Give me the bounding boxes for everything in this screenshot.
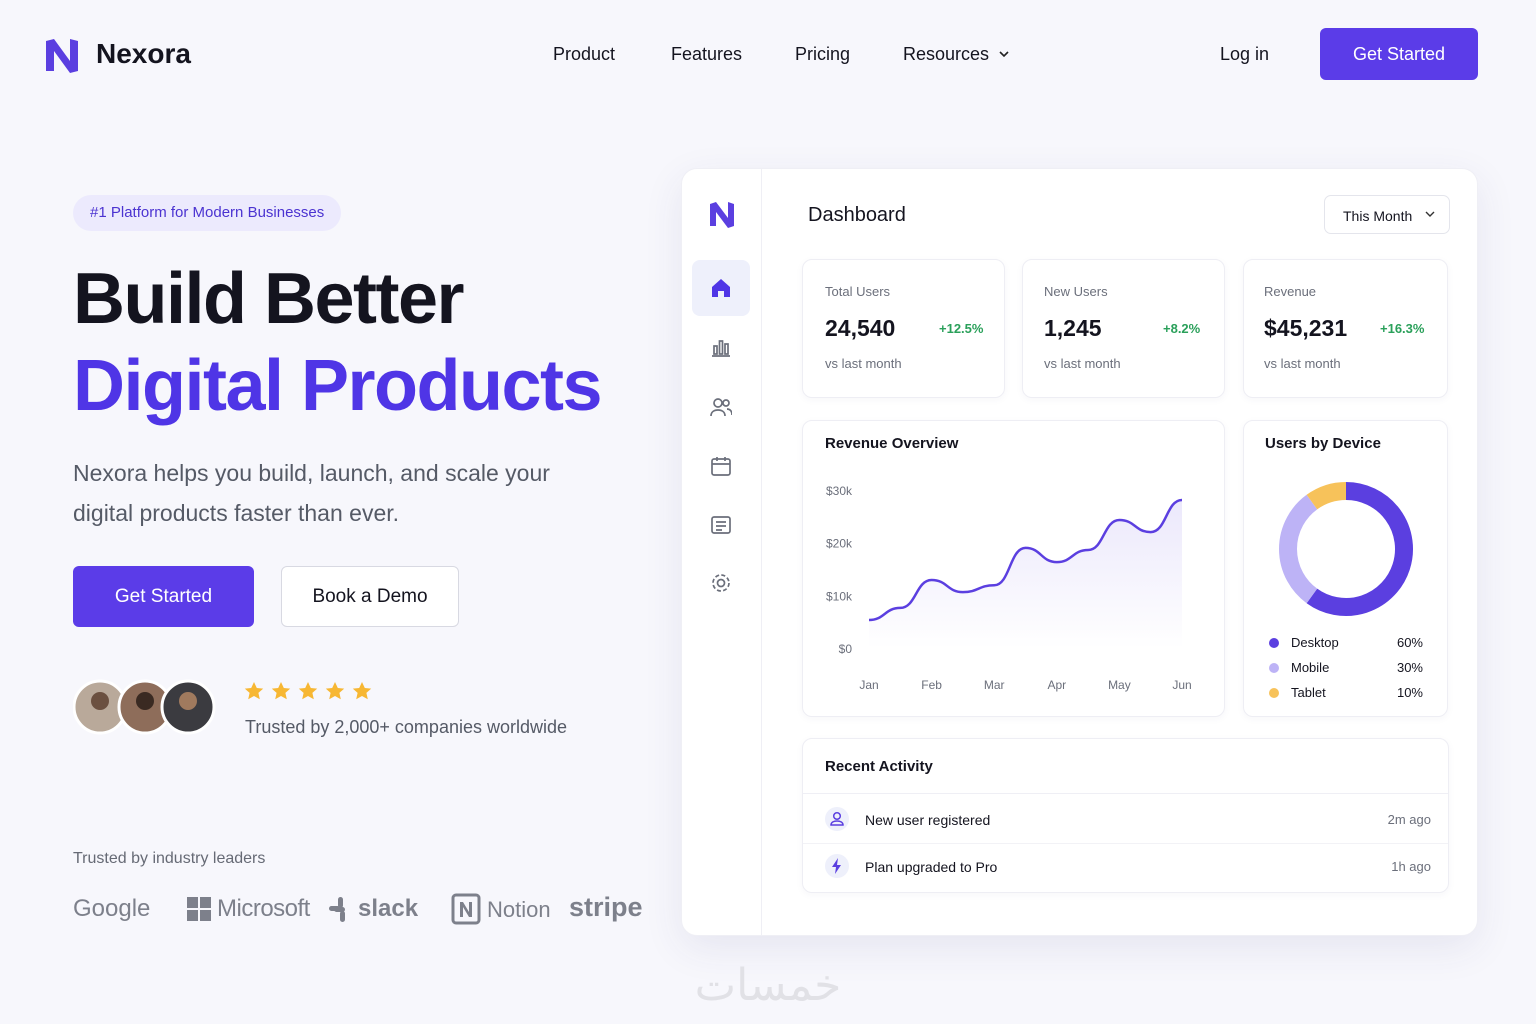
nav-link[interactable]: Resources	[903, 44, 990, 64]
value-label: 10%	[1397, 685, 1423, 700]
hero-title-accent: Digital Products	[73, 346, 603, 426]
activity-text: New user registered	[865, 812, 991, 828]
stat-card	[1243, 259, 1448, 398]
login-link[interactable]: Log in	[1220, 44, 1270, 64]
divider	[803, 793, 1448, 794]
partner-icon	[329, 897, 345, 922]
donut-segment	[1306, 482, 1347, 510]
legend-dot	[1269, 638, 1279, 648]
chevron	[999, 51, 1009, 58]
stat-value: $45,231	[1264, 315, 1348, 341]
partner-logo: Microsoft	[217, 895, 310, 922]
nav-link[interactable]: Features	[671, 44, 743, 64]
y-tick-label: $10k	[826, 589, 853, 603]
partner-icon	[451, 893, 481, 925]
cta-button[interactable]: Get Started	[1320, 28, 1478, 80]
donut-segment	[1306, 482, 1413, 616]
x-tick-label: Jan	[859, 678, 878, 692]
hero-title: Build Better	[73, 259, 465, 339]
nav-link[interactable]: Product	[553, 44, 616, 64]
badge: #1 Platform for Modern Businesses	[73, 195, 342, 231]
logos-heading: Trusted by industry leaders	[73, 850, 266, 867]
device-chart: Users by Device Desktop 60% Mobile 30% Table…	[1265, 435, 1423, 700]
partner-logo: Notion	[487, 897, 551, 922]
stat-change: +16.3%	[1380, 321, 1425, 336]
brand-name[interactable]: Nexora	[96, 38, 191, 69]
partner-logo: Google	[73, 895, 151, 922]
watermark: خمسات	[694, 960, 842, 1011]
stat-note: vs last month	[1044, 356, 1121, 371]
chart-title: Revenue Overview	[825, 435, 959, 452]
nav-link[interactable]: Pricing	[795, 44, 851, 64]
secondary-button[interactable]: Book a Demo	[281, 566, 459, 627]
stat-change: +12.5%	[939, 321, 984, 336]
sidebar-divider	[761, 169, 762, 935]
analytics-icon[interactable]	[710, 336, 732, 358]
activity-card	[802, 738, 1449, 893]
divider	[803, 843, 1448, 844]
legend-label: Desktop	[1291, 635, 1339, 650]
value-label: 60%	[1397, 635, 1423, 650]
brand-logo[interactable]	[42, 35, 82, 75]
stat-value: 24,540	[825, 315, 896, 341]
x-tick-label: May	[1108, 678, 1131, 692]
bolt-icon	[825, 854, 849, 878]
hero-subtitle: Nexora helps you build, launch, and scal…	[73, 460, 550, 526]
period-select[interactable]: This Month	[1324, 195, 1450, 234]
chart-title: Users by Device	[1265, 435, 1381, 452]
stat-label: Revenue	[1264, 284, 1317, 299]
y-tick-label: $30k	[826, 484, 853, 498]
activity-title: Recent Activity	[825, 758, 933, 775]
legend-dot	[1269, 663, 1279, 673]
activity-time: 1h ago	[1391, 859, 1431, 874]
rating-stars	[244, 682, 372, 700]
home-icon[interactable]	[710, 277, 732, 299]
x-tick-label: Apr	[1047, 678, 1066, 692]
stat-card	[802, 259, 1005, 398]
calendar-icon[interactable]	[710, 455, 732, 477]
legend-dot	[1269, 688, 1279, 698]
y-tick-label: $20k	[826, 537, 853, 551]
trust-text: Trusted by 2,000+ companies worldwide	[245, 717, 568, 737]
legend-label: Tablet	[1291, 685, 1326, 700]
sidebar-logo[interactable]	[708, 200, 736, 228]
partner-icon	[187, 897, 211, 921]
stat-label: New Users	[1044, 284, 1108, 299]
legend-label: Mobile	[1291, 660, 1329, 675]
messages-icon[interactable]	[710, 514, 732, 536]
line	[868, 498, 1183, 622]
stat-note: vs last month	[825, 356, 902, 371]
partner-logo: slack	[358, 895, 419, 922]
user-icon	[825, 807, 849, 831]
partner-logo: stripe	[569, 892, 643, 922]
avatars	[73, 679, 216, 735]
y-tick-label: $0	[839, 642, 853, 656]
x-tick-label: Mar	[984, 678, 1005, 692]
stat-note: vs last month	[1264, 356, 1341, 371]
donut-segment	[1279, 494, 1318, 604]
users-icon[interactable]	[710, 396, 732, 418]
activity-time: 2m ago	[1387, 812, 1431, 827]
primary-button[interactable]: Get Started	[73, 566, 254, 627]
chevron	[1425, 211, 1435, 217]
stat-label: Total Users	[825, 284, 891, 299]
stat-value: 1,245	[1044, 315, 1102, 341]
stat-change: +8.2%	[1163, 321, 1201, 336]
stat-card	[1022, 259, 1225, 398]
value-label: 30%	[1397, 660, 1423, 675]
activity-text: Plan upgraded to Pro	[865, 859, 998, 875]
settings-icon[interactable]	[710, 572, 732, 594]
x-tick-label: Jun	[1172, 678, 1191, 692]
revenue-chart: Revenue Overview $0 $10k $20k $30k Jan Feb Mar…	[825, 435, 1192, 692]
area	[869, 499, 1182, 649]
dashboard-title: Dashboard	[808, 204, 906, 226]
x-tick-label: Feb	[921, 678, 942, 692]
